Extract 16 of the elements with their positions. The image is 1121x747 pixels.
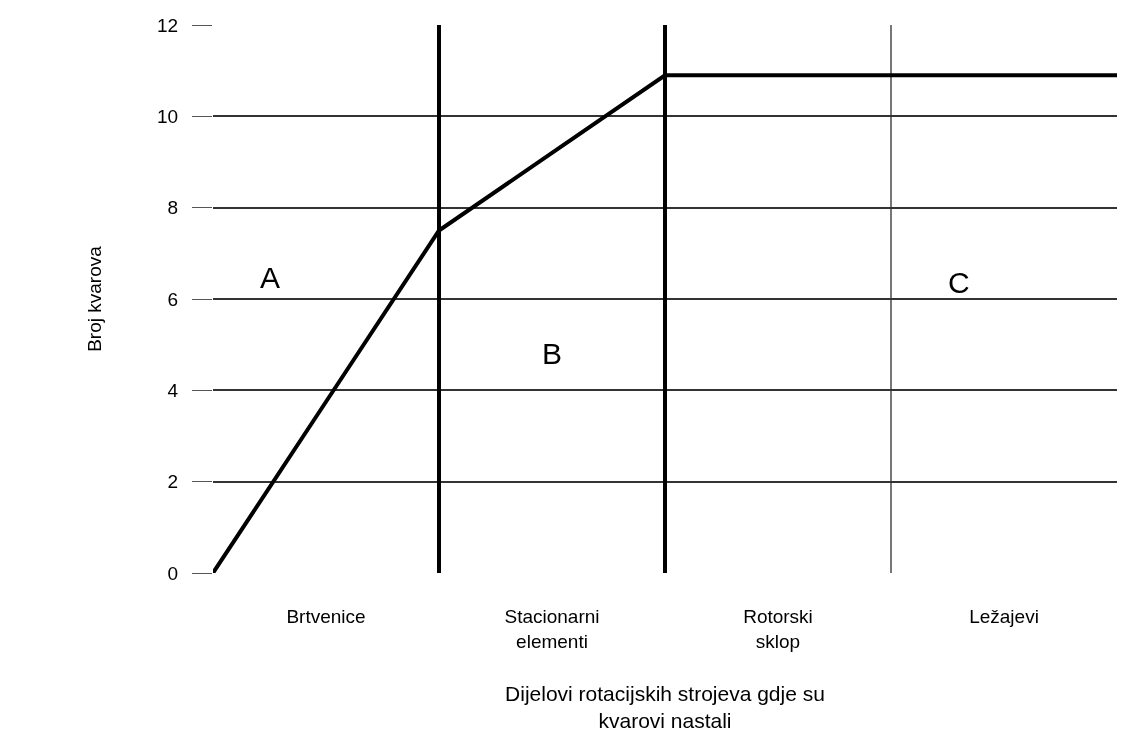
y-tick-label: 4 — [167, 379, 179, 401]
y-tick-label: 8 — [167, 197, 179, 219]
annotation: C — [948, 266, 970, 299]
y-tick-label: 0 — [167, 562, 179, 584]
x-axis-title: Dijelovi rotacijskih strojeva gdje su kvarovi nastali — [505, 681, 825, 733]
y-tick-label: 10 — [157, 105, 179, 127]
x-tick-label: Rotorski sklop — [743, 606, 813, 652]
x-tick-label: Ležajevi — [969, 606, 1039, 627]
y-tick-label: 12 — [157, 14, 179, 36]
x-tick-label: Brtvenice — [286, 606, 366, 627]
y-tick-label: 6 — [167, 288, 179, 310]
y-tick-label: 2 — [167, 471, 179, 493]
y-axis-title: Broj kvarova — [83, 245, 105, 352]
x-tick-label: Stacionarni elementi — [504, 606, 600, 652]
annotation: A — [260, 261, 281, 294]
annotation: B — [542, 337, 563, 370]
